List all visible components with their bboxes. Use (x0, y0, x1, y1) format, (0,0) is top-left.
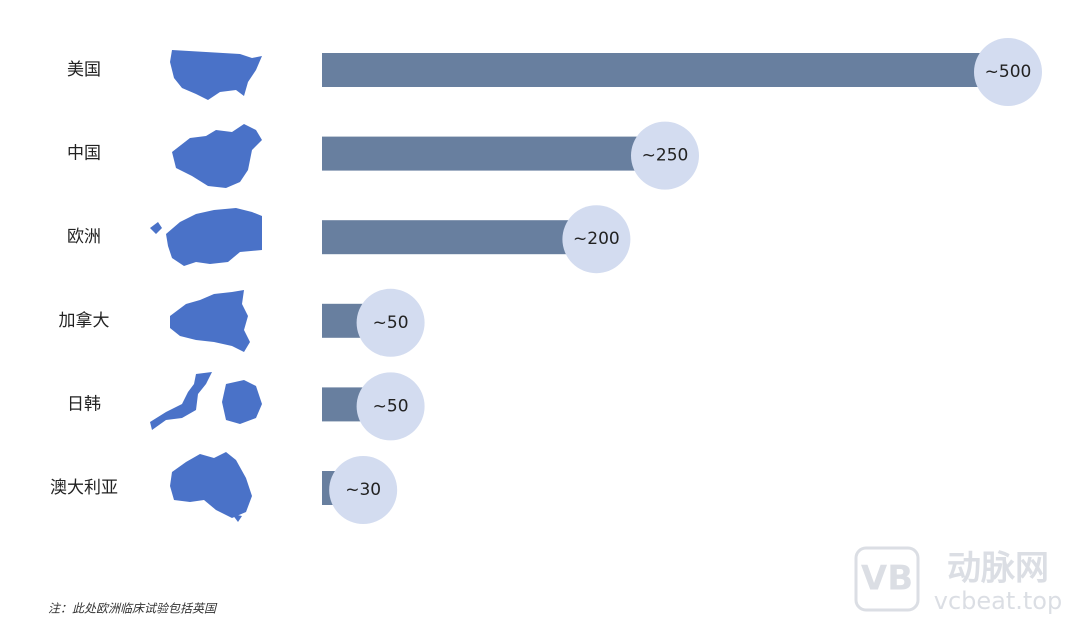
bar (322, 136, 665, 171)
map-australia (170, 452, 252, 522)
value-badge (974, 38, 1042, 106)
watermark: VB 动脉网 vcbeat.top (854, 546, 1062, 615)
value-label: ~200 (573, 229, 620, 249)
value-badge (631, 121, 699, 190)
category-label: 日韩 (67, 394, 101, 414)
value-badge (356, 288, 425, 357)
value-label: ~250 (642, 146, 689, 166)
value-label: ~30 (345, 480, 381, 500)
category-label: 中国 (67, 144, 101, 164)
bar (322, 220, 597, 255)
map-japan-korea (150, 372, 262, 430)
value-badge (356, 372, 425, 441)
map-canada (170, 290, 250, 352)
watermark-name: 动脉网 (947, 549, 1049, 589)
value-badge (562, 205, 631, 274)
category-label: 加拿大 (59, 310, 110, 331)
watermark-url: vcbeat.top (934, 587, 1062, 615)
value-label: ~50 (373, 313, 409, 333)
value-badge (329, 456, 398, 524)
bar (322, 53, 1008, 87)
value-label: ~50 (373, 396, 409, 416)
category-label: 澳大利亚 (50, 478, 118, 498)
map-usa (170, 50, 262, 100)
footnote: 注：此处欧洲临床试验包括英国 (48, 602, 218, 616)
map-china (172, 124, 262, 188)
map-europe (150, 208, 262, 266)
region-maps (150, 50, 262, 522)
category-label: 欧洲 (67, 227, 101, 247)
category-label: 美国 (67, 60, 101, 80)
logo: VB (861, 559, 913, 599)
logo-frame (854, 546, 920, 612)
value-label: ~500 (985, 62, 1032, 82)
